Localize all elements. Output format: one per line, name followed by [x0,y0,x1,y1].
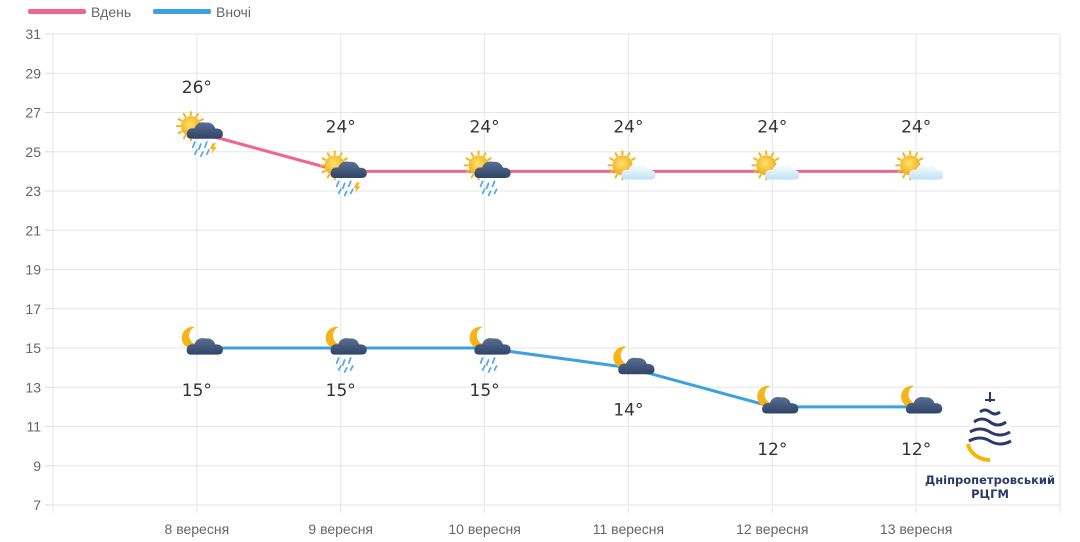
y-tick-label: 7 [33,497,41,513]
moon-cloud-rain-icon [469,326,511,373]
legend-label: Вночі [216,4,251,20]
sun-cloud-rain-icon [463,150,511,197]
night-temp-label: 15° [470,381,500,401]
legend-label: Вдень [91,4,131,20]
x-tick-label: 9 вересня [308,521,373,537]
legend-swatch [153,9,211,14]
y-tick-label: 31 [25,26,41,42]
chart-grid: 7 9 11 13 15 17 19 21 23 25 27 29 31 8 вересня 9 верес… [25,26,1061,537]
day-temp-label: 24° [470,117,500,137]
y-tick-label: 29 [25,65,41,81]
drop-logo-icon [966,392,1012,462]
y-tick-label: 17 [25,301,41,317]
moon-cloud-icon [181,326,223,355]
sun-cloud-icon [607,150,656,181]
chart-legend[interactable]: Вдень Вночі [28,4,251,20]
x-tick-label: 11 вересня [593,521,664,537]
data-labels: 26° 24° 24° 24° 24° 24° 15° 15° 15° 14° 12° 12° [182,78,931,460]
y-tick-label: 9 [33,458,41,474]
sun-cloud-rain-thunder-icon [319,150,367,197]
night-temp-label: 14° [613,401,643,421]
moon-cloud-icon [757,385,799,414]
x-tick-label: 13 вересня [880,521,952,537]
x-tick-label: 10 вересня [448,521,520,537]
legend-swatch [28,9,86,14]
legend-item-night[interactable]: Вночі [153,4,251,20]
y-tick-label: 23 [25,183,41,199]
y-tick-label: 19 [25,262,41,278]
moon-cloud-rain-icon [325,326,367,373]
night-temp-label: 15° [182,381,212,401]
moon-cloud-icon [613,346,655,375]
logo-text-line1: Дніпропетровський [925,473,1055,487]
day-temp-label: 24° [757,117,787,137]
day-temp-label: 24° [326,117,356,137]
x-tick-label: 12 вересня [736,521,808,537]
night-temp-label: 15° [326,381,356,401]
night-temp-label: 12° [757,440,787,460]
series-line-night [196,346,917,409]
logo-text-line2: РЦГМ [971,487,1009,501]
sun-cloud-icon [751,150,800,181]
sun-cloud-icon [895,150,944,181]
moon-cloud-icon [901,385,943,414]
sun-cloud-rain-thunder-icon [175,111,223,158]
y-tick-label: 11 [26,419,41,435]
legend-item-day[interactable]: Вдень [28,4,131,20]
day-temp-label: 26° [182,78,212,98]
night-temp-label: 12° [901,440,931,460]
y-tick-label: 27 [25,105,41,121]
weather-icons [175,111,944,414]
day-temp-label: 24° [613,117,643,137]
y-tick-label: 25 [25,144,41,160]
y-tick-label: 13 [25,379,41,395]
drcgm-logo: Дніпропетровський РЦГМ [925,392,1055,501]
y-tick-label: 15 [25,340,41,356]
day-temp-label: 24° [901,117,931,137]
x-tick-label: 8 вересня [165,521,230,537]
y-tick-label: 21 [25,222,41,238]
